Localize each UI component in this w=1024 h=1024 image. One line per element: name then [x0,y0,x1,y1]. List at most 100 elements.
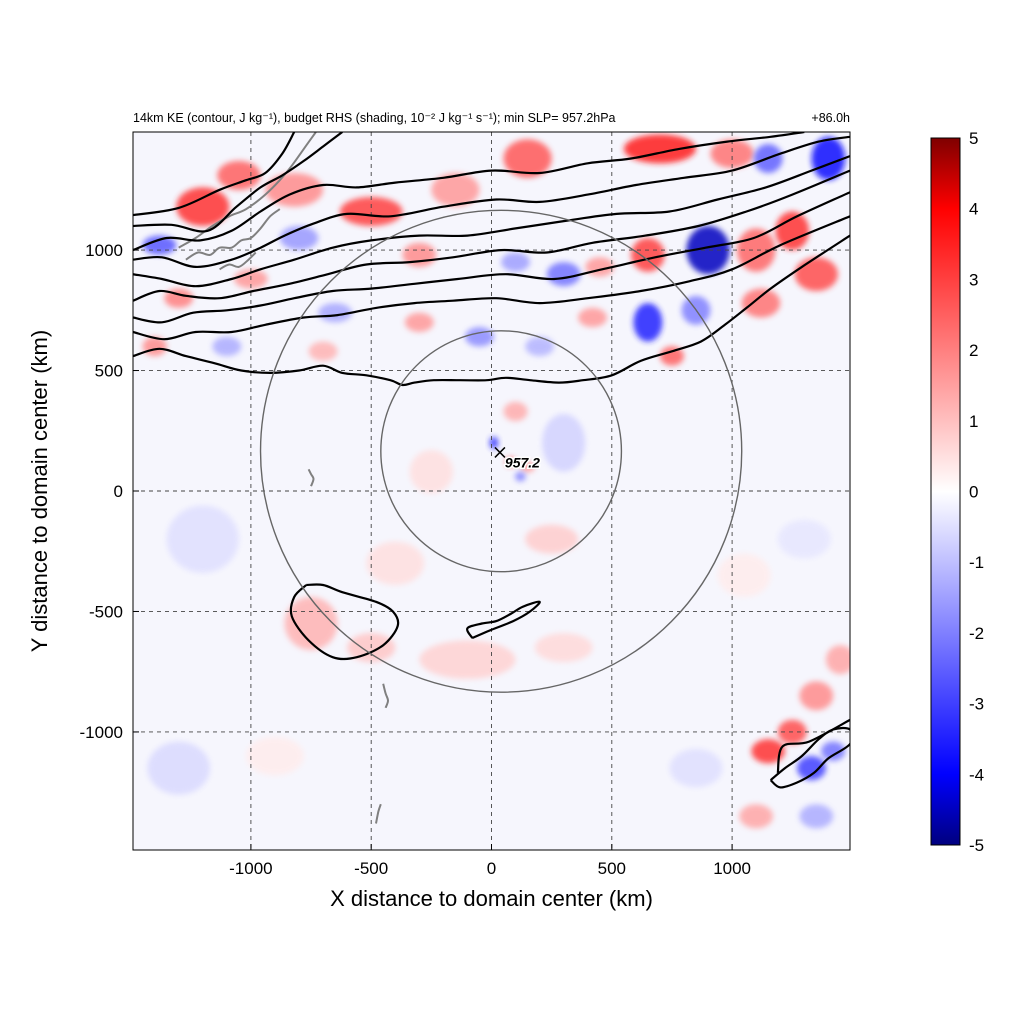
ke-contour [133,135,850,269]
shading-cell [578,307,607,328]
x-axis-title: X distance to domain center (km) [330,886,653,911]
plot-area: 957.2 [133,132,850,850]
ke-contour [133,155,850,288]
coastline [307,468,315,487]
shading-cell [659,346,684,366]
colorbar [930,137,961,846]
shading-cell [534,633,593,663]
y-tick-label: 1000 [85,241,123,260]
ke-contour [133,132,805,252]
shading-cell [217,160,261,190]
shading-cell [501,252,530,272]
shading-cell [503,401,528,422]
shading-cell [775,211,810,251]
shading-cell [710,139,754,169]
shading-cell [318,303,352,323]
ke-contour [466,600,541,640]
colorbar-tick-label: 3 [969,270,978,289]
shading-cell [503,139,552,178]
forecast-hour: +86.0h [811,111,850,125]
shading-cell [751,739,786,764]
shading-cell [409,450,454,494]
colorbar-tick-label: -1 [969,553,984,572]
y-tick-label: 500 [95,362,123,381]
shading-cell [212,336,242,357]
min-slp-label: 957.2 [505,454,540,470]
shading-cell [811,136,846,181]
shading-cell [799,681,834,711]
shading-cell [176,187,230,226]
shading-cell [546,262,581,287]
shading-cell [366,541,425,585]
x-tick-label: -1000 [229,859,272,878]
shading-cell [431,172,480,207]
shading-cell [739,804,774,829]
coastline [185,208,281,261]
colorbar-tick-label: -2 [969,624,984,643]
colorbar-tick-label: 5 [969,129,978,148]
range-circles [259,209,743,693]
range-circle [380,330,623,573]
shading-cell [633,303,663,342]
shading-cell [505,457,517,467]
shading-cell [166,505,239,573]
shading-cell [797,756,826,781]
colorbar-tick-label: 2 [969,341,978,360]
colorbar-tick-label: 4 [969,200,978,219]
y-axis-ticks: -1000 -500 0 500 1000 [80,241,139,742]
shading-cell [465,327,494,347]
x-tick-label: 0 [487,859,496,878]
y-tick-label: -500 [89,602,123,621]
shading-cell [669,748,723,788]
shading-cell [339,197,403,226]
colorbar-tick-label: 0 [969,483,978,502]
storm-center: 957.2 [494,446,542,472]
shading-cell [686,225,730,275]
shading-cell [821,741,846,761]
shading-cell [265,172,324,207]
x-tick-label: -500 [354,859,388,878]
ke-contour [289,583,400,661]
chart-title: 14km KE (contour, J kg⁻¹), budget RHS (s… [133,111,616,125]
ke-contour [776,718,850,774]
shading-cell [741,288,781,318]
y-tick-label: -1000 [80,723,123,742]
coastline [219,251,257,271]
shading-cell [419,640,516,679]
ke-contour [133,169,850,302]
ke-contours [133,132,850,789]
x-tick-label: 500 [598,859,626,878]
colorbar-tick-label: 1 [969,412,978,431]
shading-cell [525,336,555,357]
range-circle [259,209,743,693]
ke-contour [133,215,850,341]
shading-cell [717,553,771,598]
shading-cell [520,461,535,473]
y-axis-title: Y distance to domain center (km) [27,330,52,652]
shading-cell [777,519,831,559]
x-axis-ticks: -1000 -500 0 500 1000 [229,844,751,878]
shading-cell [631,238,665,272]
ke-contour [133,191,850,324]
shading-cell [525,524,579,554]
colorbar-ticks: 5 4 3 2 1 0 -1 -2 -3 -4 -5 [969,129,984,855]
shading-cell [794,257,838,292]
shading-cell [246,736,304,776]
shading-cell [404,312,434,332]
shading-cell [279,225,319,251]
shading-cell [489,436,499,449]
shading-cell [284,597,338,651]
colorbar-tick-label: -4 [969,765,984,784]
storm-center-marker [494,446,506,458]
shading-cell [825,645,850,675]
coastline [382,683,390,709]
colorbar-tick-label: -5 [969,836,984,855]
coastline [375,803,382,824]
x-tick-label: 1000 [713,859,751,878]
shading-cell [515,471,526,482]
colorbar-tick-label: -3 [969,695,984,714]
y-tick-label: 0 [114,482,123,501]
shading-cell [799,804,834,829]
ke-contour [133,132,296,217]
